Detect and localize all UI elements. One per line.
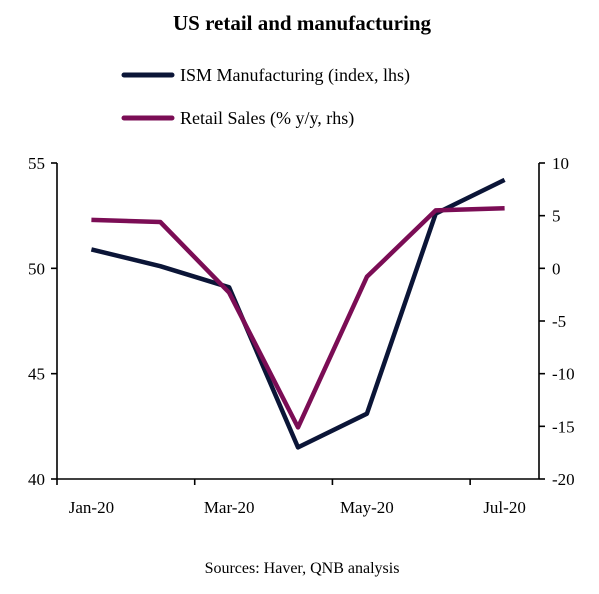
y-left-tick-label: 50: [28, 259, 45, 278]
series-line-ism-manufacturing: [90, 177, 506, 450]
y-left-tick-label: 40: [28, 470, 45, 489]
axes: 40 45 50 55 -20 -15 -10 -5 0 5 10 Jan-20 Mar-20 May-2…: [28, 154, 575, 517]
source-note: Sources: Haver, QNB analysis: [205, 560, 400, 577]
y-left-tick-label: 45: [28, 365, 45, 384]
y-left-tick-label: 55: [28, 154, 45, 173]
y-right-tick-label: 5: [552, 207, 561, 226]
y-right-tick-label: -5: [552, 312, 566, 331]
x-tick-label: Mar-20: [204, 498, 255, 517]
legend-label-ism: ISM Manufacturing (index, lhs): [180, 65, 410, 86]
legend-label-retail: Retail Sales (% y/y, rhs): [180, 108, 354, 129]
y-right-tick-label: -15: [552, 417, 575, 436]
y-right-tick-label: 0: [552, 259, 561, 278]
y-right-tick-label: -10: [552, 365, 575, 384]
legend: ISM Manufacturing (index, lhs) Retail Sa…: [121, 65, 410, 129]
x-tick-label: Jul-20: [483, 498, 526, 517]
y-right-tick-label: 10: [552, 154, 569, 173]
y-right-tick-label: -20: [552, 470, 575, 489]
plot-area: [90, 177, 506, 450]
chart-title: US retail and manufacturing: [173, 11, 432, 35]
x-tick-label: May-20: [340, 498, 394, 517]
x-tick-label: Jan-20: [69, 498, 114, 517]
series-line-retail-sales: [91, 206, 505, 430]
